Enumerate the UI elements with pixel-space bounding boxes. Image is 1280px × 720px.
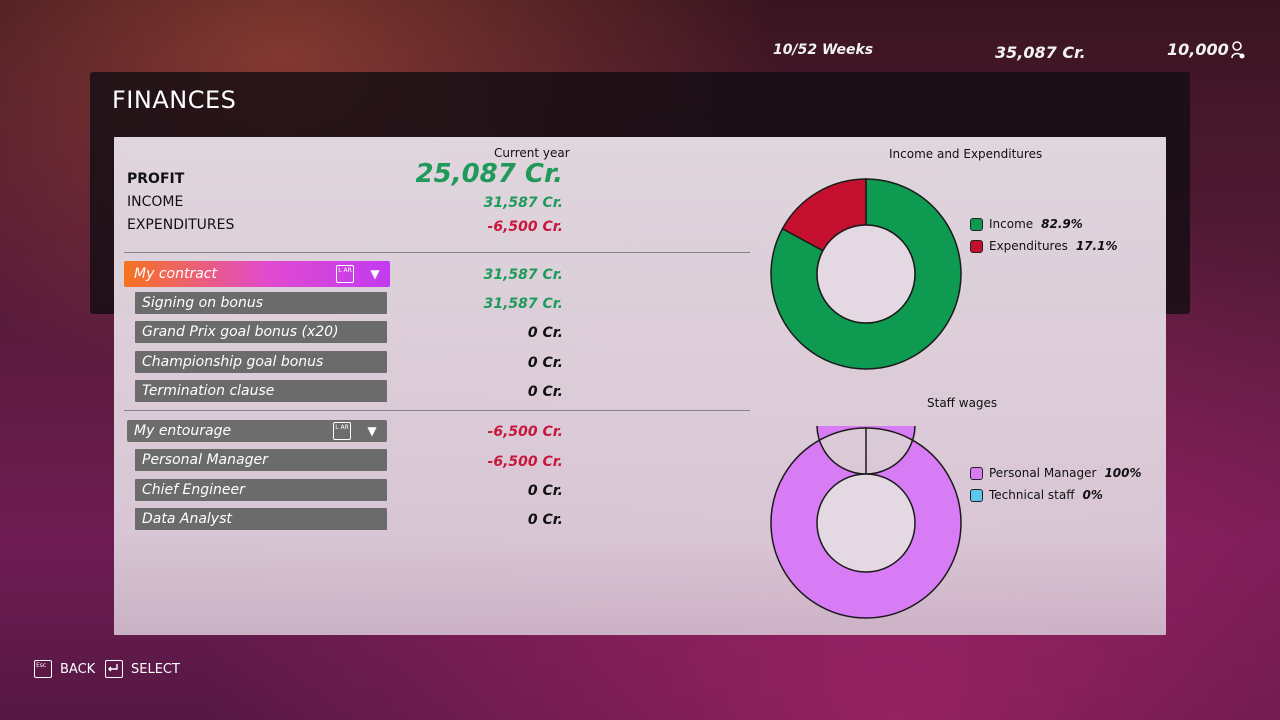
legend-item-income: Income 82.9% — [970, 217, 1118, 231]
entourage-item-value: 0 Cr. — [527, 512, 563, 528]
legend-label: Expenditures — [989, 239, 1068, 253]
legend-item-technical-staff: Technical staff 0% — [970, 488, 1142, 502]
legend-item-expenditures: Expenditures 17.1% — [970, 239, 1118, 253]
select-label: SELECT — [131, 661, 180, 677]
back-button[interactable]: Esc BACK — [34, 660, 95, 678]
page-title: FINANCES — [112, 86, 237, 114]
person-icon — [1230, 40, 1245, 59]
contract-item-value: 0 Cr. — [527, 384, 563, 400]
column-header: Current year — [494, 146, 570, 160]
entourage-dropdown[interactable]: My entourage L AR ▼ — [127, 420, 387, 442]
profit-label: PROFIT — [127, 171, 185, 187]
divider — [124, 252, 750, 253]
lr-toggle-icon: L AR — [336, 265, 354, 283]
legend-swatch — [970, 466, 983, 480]
contract-item-termination-clause[interactable]: Termination clause — [135, 380, 387, 402]
credits-balance: 35,087 Cr. — [995, 43, 1086, 62]
fans-value: 10,000 — [1167, 40, 1229, 59]
staff-wages-donut — [770, 426, 962, 619]
entourage-item-value: -6,500 Cr. — [487, 454, 563, 470]
income-value: 31,587 Cr. — [483, 195, 563, 211]
chevron-down-icon: ▼ — [367, 424, 377, 438]
income-expenditures-donut — [770, 178, 962, 370]
contract-item-value: 0 Cr. — [527, 355, 563, 371]
chart-legend: Personal Manager 100% Technical staff 0% — [970, 466, 1142, 510]
legend-label: Technical staff — [989, 488, 1075, 502]
legend-percent: 0% — [1082, 488, 1103, 502]
legend-swatch — [970, 217, 983, 231]
legend-swatch — [970, 488, 983, 502]
esc-key-icon: Esc — [34, 660, 52, 678]
chart-legend: Income 82.9% Expenditures 17.1% — [970, 217, 1118, 261]
legend-label: Personal Manager — [989, 466, 1097, 480]
legend-swatch — [970, 239, 983, 253]
legend-percent: 100% — [1104, 466, 1142, 480]
entourage-item-data-analyst[interactable]: Data Analyst — [135, 508, 387, 530]
back-label: BACK — [60, 661, 96, 677]
legend-item-personal-manager: Personal Manager 100% — [970, 466, 1142, 480]
entourage-item-personal-manager[interactable]: Personal Manager — [135, 449, 387, 471]
fans-counter: 10,000 — [1167, 40, 1245, 59]
weeks-counter: 10/52 Weeks — [773, 42, 874, 58]
legend-percent: 17.1% — [1075, 239, 1118, 253]
contract-dropdown[interactable]: My contract L AR ▼ — [124, 261, 390, 287]
chart-title: Income and Expenditures — [889, 147, 1043, 161]
profit-value: 25,087 Cr. — [415, 159, 563, 189]
select-button[interactable]: SELECT — [105, 660, 180, 678]
contract-value: 31,587 Cr. — [483, 267, 563, 283]
contract-item-signing-bonus[interactable]: Signing on bonus — [135, 292, 387, 314]
enter-key-icon — [105, 660, 123, 678]
contract-item-gp-goal-bonus[interactable]: Grand Prix goal bonus (x20) — [135, 321, 387, 343]
entourage-label: My entourage — [134, 423, 232, 439]
entourage-item-chief-engineer[interactable]: Chief Engineer — [135, 479, 387, 501]
entourage-value: -6,500 Cr. — [487, 424, 563, 440]
finances-card: Current year PROFIT 25,087 Cr. INCOME 31… — [114, 137, 1166, 635]
divider — [124, 410, 750, 411]
contract-label: My contract — [134, 266, 217, 282]
lr-toggle-icon: L AR — [333, 422, 351, 440]
contract-item-value: 0 Cr. — [527, 325, 563, 341]
legend-label: Income — [989, 217, 1034, 231]
chevron-down-icon: ▼ — [370, 267, 380, 281]
chart-title: Staff wages — [927, 396, 998, 410]
contract-item-value: 31,587 Cr. — [483, 296, 563, 312]
income-label: INCOME — [127, 194, 184, 210]
contract-item-championship-bonus[interactable]: Championship goal bonus — [135, 351, 387, 373]
donut-hole — [816, 224, 916, 324]
legend-percent: 82.9% — [1041, 217, 1083, 231]
expenditures-label: EXPENDITURES — [127, 217, 235, 233]
expenditures-value: -6,500 Cr. — [487, 219, 563, 235]
donut-hole — [816, 473, 916, 573]
entourage-item-value: 0 Cr. — [527, 483, 563, 499]
